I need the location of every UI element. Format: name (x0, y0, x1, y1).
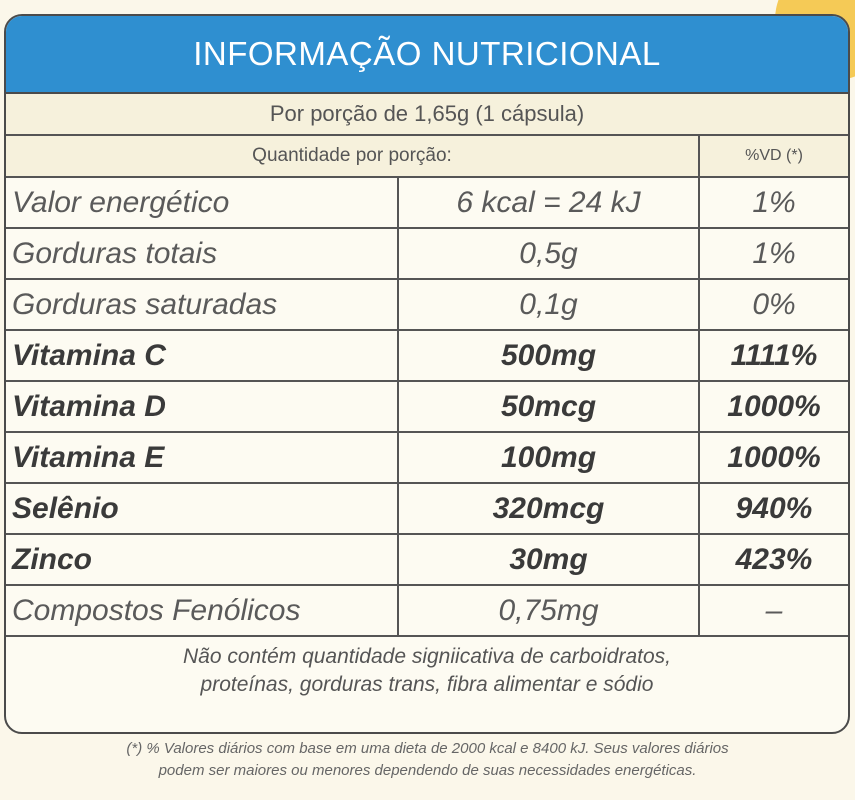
nutrition-table: INFORMAÇÃO NUTRICIONAL Por porção de 1,6… (4, 14, 850, 734)
nutrient-vd: 423% (735, 542, 813, 576)
nutrient-quantity: 500mg (399, 331, 700, 380)
nutrient-name: Vitamina E (6, 433, 399, 482)
table-row: Gorduras saturadas 0,1g 0% (6, 280, 848, 331)
nutrient-name: Zinco (6, 535, 399, 584)
nutrient-name: Valor energético (6, 178, 399, 227)
nutrient-vd: 1000% (727, 440, 821, 474)
table-row: Vitamina D 50mcg 1000% (6, 382, 848, 433)
nutrient-vd: 1111% (730, 338, 818, 372)
nutrient-vd: 1% (752, 236, 796, 270)
nutrient-name: Compostos Fenólicos (6, 586, 399, 635)
vd-header: %VD (*) (745, 147, 803, 164)
nutrient-quantity: 320mcg (399, 484, 700, 533)
serving-size: Por porção de 1,65g (1 cápsula) (6, 94, 848, 136)
note-line: Não contém quantidade signiicativa de ca… (183, 645, 671, 668)
table-row: Compostos Fenólicos 0,75mg – (6, 586, 848, 637)
table-row: Vitamina E 100mg 1000% (6, 433, 848, 484)
table-row: Zinco 30mg 423% (6, 535, 848, 586)
nutrient-quantity: 30mg (399, 535, 700, 584)
nutrient-name: Vitamina D (6, 382, 399, 431)
nutrient-name: Gorduras saturadas (6, 280, 399, 329)
disclaimer-note: Não contém quantidade signiicativa de ca… (6, 637, 848, 705)
nutrient-quantity: 0,1g (399, 280, 700, 329)
table-row: Gorduras totais 0,5g 1% (6, 229, 848, 280)
table-row: Valor energético 6 kcal = 24 kJ 1% (6, 178, 848, 229)
nutrient-name: Gorduras totais (6, 229, 399, 278)
nutrient-vd: 1% (752, 185, 796, 219)
nutrient-vd: 940% (735, 491, 813, 525)
nutrient-quantity: 0,75mg (399, 586, 700, 635)
note-line: proteínas, gorduras trans, fibra aliment… (200, 673, 654, 696)
table-row: Vitamina C 500mg 1111% (6, 331, 848, 382)
nutrient-quantity: 0,5g (399, 229, 700, 278)
footnote-line: podem ser maiores ou menores dependendo … (158, 762, 697, 779)
column-headers: Quantidade por porção: %VD (*) (6, 136, 848, 178)
nutrient-quantity: 100mg (399, 433, 700, 482)
table-row: Selênio 320mcg 940% (6, 484, 848, 535)
footnote-line: (*) % Valores diários com base em uma di… (126, 740, 729, 757)
nutrient-vd: 1000% (727, 389, 821, 423)
table-title: INFORMAÇÃO NUTRICIONAL (6, 16, 848, 94)
nutrient-quantity: 50mcg (399, 382, 700, 431)
footnote: (*) % Valores diários com base em uma di… (0, 738, 855, 782)
nutrient-vd: 0% (752, 287, 796, 321)
quantity-header: Quantidade por porção: (6, 136, 700, 176)
nutrient-vd: – (765, 593, 783, 627)
nutrient-quantity: 6 kcal = 24 kJ (399, 178, 700, 227)
nutrient-name: Selênio (6, 484, 399, 533)
nutrient-name: Vitamina C (6, 331, 399, 380)
